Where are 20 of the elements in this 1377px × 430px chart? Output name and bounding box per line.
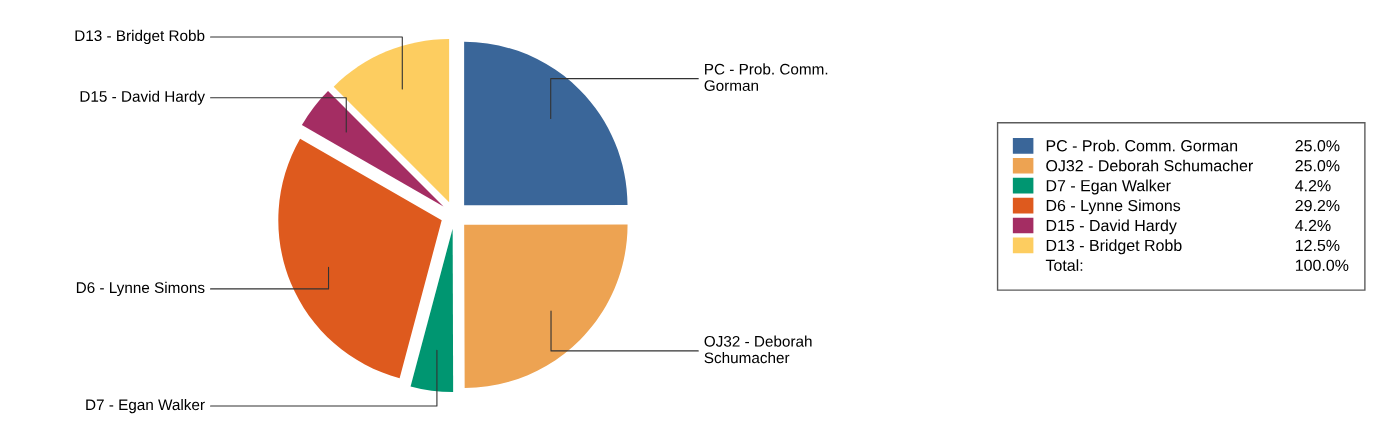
slice-label: PC - Prob. Comm. Gorman: [704, 63, 828, 92]
data-label: 29.2%: [1295, 199, 1340, 212]
data-label: 25.0%: [1295, 160, 1340, 172]
slice-label: D13 - Bridget Robb: [75, 29, 205, 45]
data-label: 25.0%: [1295, 140, 1340, 152]
slice-label: OJ32 - Deborah Schumacher: [704, 335, 812, 364]
slice-label: D15 - David Hardy: [80, 90, 205, 105]
legend-label: OJ32 - Deborah Schumacher: [1046, 159, 1253, 172]
data-label: 4.2%: [1295, 179, 1331, 192]
legend-label: D15 - David Hardy: [1046, 219, 1177, 235]
slice-label: D6 - Lynne Simons: [76, 281, 205, 297]
legend-label: D13 - Bridget Robb: [1046, 239, 1182, 255]
legend-label: PC - Prob. Comm. Gorman: [1046, 139, 1238, 152]
data-label: 12.5%: [1295, 239, 1340, 252]
legend-label: D7 - Egan Walker: [1046, 179, 1171, 195]
text: Total:: [1045, 259, 1083, 271]
legend-label: D6 - Lynne Simons: [1046, 199, 1181, 215]
text: 100.0%: [1295, 259, 1349, 271]
data-label: 4.2%: [1295, 219, 1331, 232]
slice-label: D7 - Egan Walker: [86, 398, 205, 414]
